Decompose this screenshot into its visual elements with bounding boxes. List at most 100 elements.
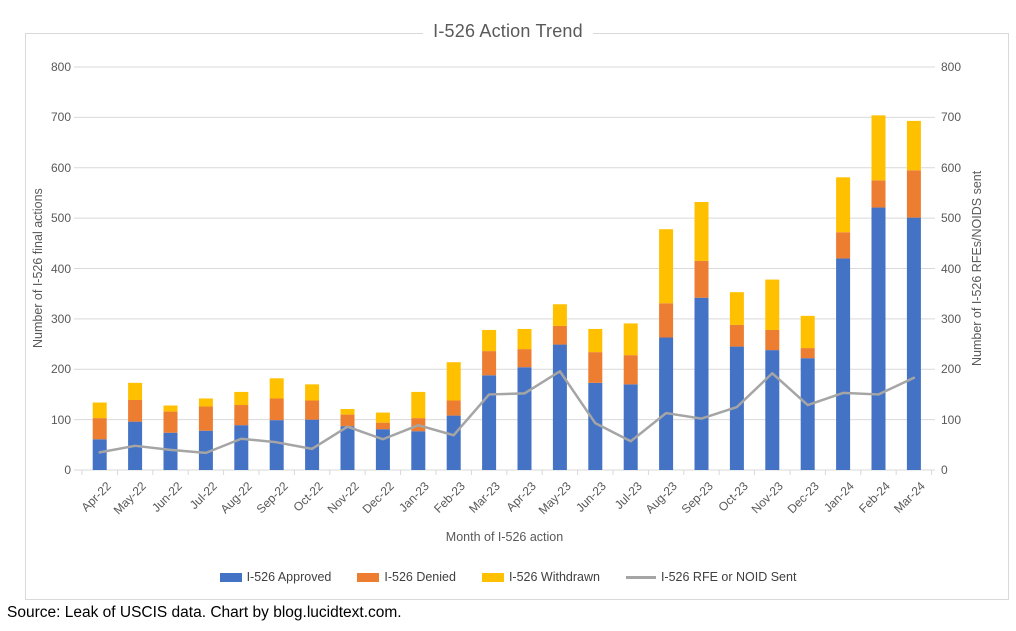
bar-segment-i-526-withdrawn: [800, 315, 815, 349]
bar-segment-i-526-denied: [623, 355, 638, 385]
legend-label: I-526 Approved: [246, 570, 332, 584]
bar-segment-i-526-withdrawn: [163, 405, 178, 412]
bar-segment-i-526-denied: [482, 351, 497, 376]
bar-segment-i-526-approved: [411, 431, 426, 470]
y-tick-label-left: 400: [50, 261, 71, 276]
bar-segment-i-526-withdrawn: [765, 279, 780, 330]
y-tick-label-right: 100: [941, 412, 962, 427]
bar-segment-i-526-withdrawn: [871, 115, 886, 181]
bar-segment-i-526-withdrawn: [694, 202, 709, 261]
bar-segment-i-526-withdrawn: [234, 391, 249, 406]
bar-segment-i-526-approved: [588, 382, 603, 470]
bar-segment-i-526-withdrawn: [588, 328, 603, 353]
bar-segment-i-526-approved: [623, 384, 638, 470]
y-tick-label-left: 0: [64, 463, 71, 477]
bar-segment-i-526-denied: [694, 260, 709, 298]
legend-item-i-526-approved: I-526 Approved: [219, 570, 332, 584]
bar-segment-i-526-denied: [765, 329, 780, 351]
y-tick-label-right: 800: [941, 60, 962, 74]
bar-segment-i-526-denied: [198, 406, 213, 431]
bar-segment-i-526-approved: [375, 429, 390, 470]
y-tick-label-right: 0: [941, 463, 948, 477]
bar-segment-i-526-denied: [375, 422, 390, 430]
bar-segment-i-526-approved: [234, 425, 249, 470]
bar-segment-i-526-approved: [836, 258, 851, 470]
bar-segment-i-526-approved: [92, 439, 107, 470]
y-tick-label-right: 500: [941, 211, 962, 226]
bar-segment-i-526-approved: [552, 344, 567, 470]
bar-segment-i-526-withdrawn: [729, 292, 744, 325]
y-tick-label-left: 700: [50, 110, 71, 125]
bar-segment-i-526-approved: [517, 367, 532, 470]
bar-segment-i-526-denied: [729, 324, 744, 347]
bar-segment-i-526-denied: [871, 180, 886, 208]
bar-segment-i-526-denied: [517, 349, 532, 368]
legend-swatch-i-526-approved-color-icon: [219, 572, 242, 582]
bar-segment-i-526-withdrawn: [623, 323, 638, 356]
bar-segment-i-526-approved: [446, 415, 461, 470]
bar-segment-i-526-withdrawn: [659, 229, 674, 304]
bar-segment-i-526-denied: [340, 414, 355, 427]
bar-segment-i-526-withdrawn: [446, 362, 461, 401]
bar-segment-i-526-denied: [92, 418, 107, 440]
legend: I-526 Approved I-526 Denied I-526 Withdraw…: [0, 569, 1016, 585]
bar-segment-i-526-approved: [800, 358, 815, 470]
bar-segment-i-526-approved: [906, 217, 921, 470]
bar-segment-i-526-denied: [128, 399, 143, 422]
bar-segment-i-526-approved: [482, 375, 497, 470]
bar-segment-i-526-withdrawn: [340, 409, 355, 415]
bar-segment-i-526-withdrawn: [92, 402, 107, 419]
bar-segment-i-526-denied: [269, 398, 284, 421]
bar-segment-i-526-denied: [305, 400, 320, 420]
bar-segment-i-526-denied: [906, 170, 921, 218]
bar-segment-i-526-withdrawn: [517, 328, 532, 350]
bar-segment-i-526-withdrawn: [906, 120, 921, 171]
y-tick-label-right: 700: [941, 110, 962, 125]
bar-segment-i-526-denied: [234, 405, 249, 426]
legend-swatch-i-526-denied-color-icon: [357, 572, 380, 582]
bar-segment-i-526-approved: [871, 207, 886, 470]
legend-swatch-i-526-rfe-or-noid-sent-line-icon: [625, 575, 656, 579]
bar-segment-i-526-approved: [694, 297, 709, 470]
chart-title: I-526 Action Trend: [0, 21, 1016, 42]
bar-segment-i-526-withdrawn: [375, 412, 390, 423]
bar-segment-i-526-denied: [552, 325, 567, 345]
y-tick-label-right: 300: [941, 311, 962, 326]
bar-segment-i-526-approved: [765, 350, 780, 470]
source-note: Source: Leak of USCIS data. Chart by blo…: [7, 604, 402, 621]
bar-segment-i-526-withdrawn: [269, 378, 284, 399]
bar-segment-i-526-denied: [836, 232, 851, 259]
y-tick-label-left: 500: [50, 211, 71, 226]
legend-label: I-526 RFE or NOID Sent: [660, 570, 797, 584]
bar-segment-i-526-denied: [800, 348, 815, 359]
y-tick-label-right: 200: [941, 362, 962, 377]
bar-segment-i-526-denied: [446, 400, 461, 416]
bar-segment-i-526-approved: [163, 432, 178, 470]
rfe-noid-trend-line: [98, 370, 916, 455]
y-tick-label-left: 300: [50, 311, 71, 326]
bar-segment-i-526-withdrawn: [836, 177, 851, 233]
bar-segment-i-526-withdrawn: [128, 382, 143, 400]
y-tick-label-right: 400: [941, 261, 962, 276]
legend-item-i-526-denied: I-526 Denied: [357, 570, 456, 584]
y-tick-label-right: 600: [941, 160, 962, 175]
legend-label: I-526 Denied: [384, 570, 456, 584]
bar-segment-i-526-withdrawn: [305, 384, 320, 401]
bar-segment-i-526-withdrawn: [411, 391, 426, 419]
y-tick-label-left: 100: [50, 412, 71, 427]
legend-item-i-526-withdrawn: I-526 Withdrawn: [481, 570, 600, 584]
bar-segment-i-526-approved: [198, 430, 213, 470]
legend-label: I-526 Withdrawn: [508, 570, 600, 584]
y-tick-label-left: 600: [50, 160, 71, 175]
bar-segment-i-526-approved: [305, 419, 320, 470]
legend-swatch-i-526-withdrawn-color-icon: [481, 572, 504, 582]
bar-segment-i-526-denied: [588, 352, 603, 383]
bar-segment-i-526-denied: [163, 411, 178, 433]
bar-segment-i-526-withdrawn: [552, 304, 567, 326]
bar-segment-i-526-approved: [659, 337, 674, 470]
bar-segment-i-526-approved: [269, 420, 284, 470]
bar-segment-i-526-withdrawn: [198, 398, 213, 407]
y-tick-label-left: 800: [50, 60, 71, 74]
